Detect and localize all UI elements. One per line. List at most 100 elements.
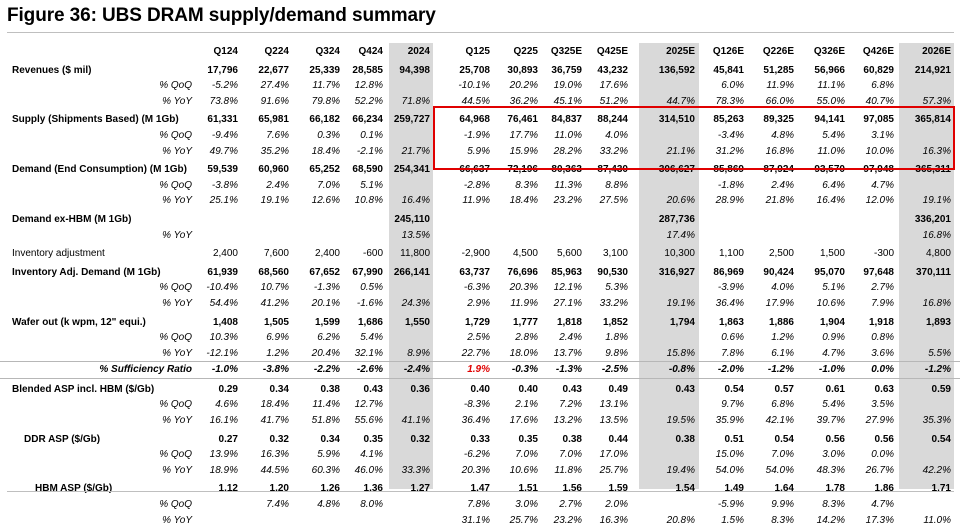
table-row: % QoQ -9.4% 7.6% 0.3% 0.1% -1.9% 17.7% 11.0% 4.0… <box>0 128 960 144</box>
table-cell: 28.9% <box>715 195 744 207</box>
table-cell: 54.0% <box>765 464 794 476</box>
table-cell: 7.2% <box>559 399 582 411</box>
column-header-2024: 2024 <box>407 46 430 57</box>
table-cell: 10,300 <box>664 248 695 260</box>
table-cell: 2.7% <box>559 499 582 511</box>
table-cell: -1.9% <box>463 129 490 141</box>
table-cell: 0.0% <box>871 449 894 461</box>
table-cell: 4.7% <box>871 499 894 511</box>
table-cell: 0.9% <box>822 332 845 344</box>
table-cell: 11.7% <box>312 80 340 92</box>
table-cell: 35.3% <box>922 415 951 427</box>
table-cell: 16.8% <box>922 297 951 309</box>
table-cell: 1.2% <box>266 347 289 359</box>
table-cell: 55.0% <box>816 95 845 107</box>
table-cell: 51.8% <box>311 415 340 427</box>
table-cell: 31.1% <box>461 514 490 526</box>
table-cell: 21.7% <box>401 145 430 157</box>
table-cell: 0.49 <box>608 383 628 395</box>
table-cell: 2,500 <box>768 248 794 260</box>
table-cell: 4.7% <box>822 347 845 359</box>
table-cell: 2.0% <box>605 499 628 511</box>
table-cell: 2,400 <box>212 248 238 260</box>
table-cell: 11.1% <box>817 80 845 92</box>
table-cell: 27.5% <box>599 195 628 207</box>
table-cell: 60,960 <box>258 164 289 176</box>
table-cell: 20.1% <box>311 297 340 309</box>
table-cell: 21.8% <box>765 195 794 207</box>
table-cell: 1,777 <box>512 316 538 328</box>
table-cell: 1.54 <box>675 483 695 495</box>
table-cell: 11.0% <box>554 129 582 141</box>
table-cell: 2.5% <box>467 332 490 344</box>
table-cell: 13.1% <box>599 399 628 411</box>
table-cell: 16.8% <box>922 229 951 241</box>
table-cell: 0.33 <box>470 433 490 445</box>
table-cell: 1.64 <box>774 483 794 495</box>
column-header-q125: Q125 <box>465 46 490 57</box>
table-cell: 3.0% <box>822 449 845 461</box>
table-cell: -0.8% <box>668 364 695 376</box>
column-header-q424: Q424 <box>358 46 383 57</box>
table-cell: 214,921 <box>914 64 951 76</box>
table-cell: 1,886 <box>768 316 794 328</box>
table-cell: 2.4% <box>559 332 582 344</box>
table-cell: 51,285 <box>763 64 794 76</box>
table-cell: 8.3% <box>771 514 794 526</box>
table-cell: -8.3% <box>463 399 490 411</box>
table-cell: 0.3% <box>317 129 340 141</box>
table-cell: 6.9% <box>266 332 289 344</box>
table-cell: 5.5% <box>928 347 951 359</box>
table-cell: 45,841 <box>713 64 744 76</box>
table-cell: 5.9% <box>467 145 490 157</box>
table-row: % QoQ 10.3% 6.9% 6.2% 5.4% 2.5% 2.8% 2.4% 1.8% 0.… <box>0 330 960 346</box>
row-label: % YoY <box>162 415 192 427</box>
table-cell: 9.9% <box>771 499 794 511</box>
table-cell: 97,085 <box>863 114 894 126</box>
table-cell: 4,800 <box>925 248 951 260</box>
row-label: Inventory Adj. Demand (M 1Gb) <box>12 266 161 278</box>
column-header-row: Q124 Q224 Q324 Q424 2024 Q125 Q225 Q325E Q425E 20… <box>0 44 960 60</box>
table-cell: 1.86 <box>874 483 894 495</box>
table-cell: 6.2% <box>317 332 340 344</box>
table-cell: 19.0% <box>553 80 582 92</box>
table-cell: 71.8% <box>401 95 430 107</box>
table-cell: 54.0% <box>715 464 744 476</box>
table-cell: 66.0% <box>765 95 794 107</box>
row-label: % YoY <box>162 464 192 476</box>
table-cell: 1,863 <box>718 316 744 328</box>
column-header-2025e: 2025E <box>666 46 695 57</box>
table-cell: -9.4% <box>211 129 238 141</box>
table-cell: -300 <box>873 248 894 260</box>
table-cell: 68,590 <box>352 164 383 176</box>
table-cell: 94,141 <box>814 114 845 126</box>
table-row: HBM ASP ($/Gb) 1.12 1.20 1.26 1.36 1.27 1.47 1.… <box>0 481 960 497</box>
table-cell: 91.6% <box>260 95 289 107</box>
table-cell: 266,141 <box>393 266 430 278</box>
row-label: Demand (End Consumption) (M 1Gb) <box>12 164 187 176</box>
table-cell: 259,727 <box>393 114 430 126</box>
table-cell: -3.8% <box>262 364 289 376</box>
table-row: % QoQ 4.6% 18.4% 11.4% 12.7% -8.3% 2.1% 7.2% 13.… <box>0 397 960 413</box>
table-row: % QoQ -10.4% 10.7% -1.3% 0.5% -6.3% 20.3% 12.1%… <box>0 280 960 296</box>
table-cell: 16.3% <box>260 449 289 461</box>
row-label: Supply (Shipments Based) (M 1Gb) <box>12 114 179 126</box>
row-label: Demand ex-HBM (M 1Gb) <box>12 213 132 225</box>
table-cell: -3.8% <box>211 179 238 191</box>
table-row: % YoY 13.5% 17.4% 16.8% <box>0 228 960 244</box>
table-cell: 1.56 <box>562 483 582 495</box>
table-cell: 0.0% <box>871 364 894 376</box>
table-cell: 42.1% <box>765 415 794 427</box>
table-cell: -3.9% <box>717 282 744 294</box>
row-label: % QoQ <box>159 179 192 191</box>
table-cell: 35.9% <box>715 415 744 427</box>
table-row: Inventory Adj. Demand (M 1Gb) 61,939 68,56… <box>0 265 960 281</box>
table-cell: 16.8% <box>765 145 794 157</box>
table-cell: 5.9% <box>317 449 340 461</box>
column-header-q226e: Q226E <box>762 46 794 57</box>
row-label: % QoQ <box>159 499 192 511</box>
table-cell: 2.9% <box>467 297 490 309</box>
table-cell: 7.0% <box>317 179 340 191</box>
table-cell: 57.3% <box>922 95 951 107</box>
table-cell: 0.43 <box>562 383 582 395</box>
